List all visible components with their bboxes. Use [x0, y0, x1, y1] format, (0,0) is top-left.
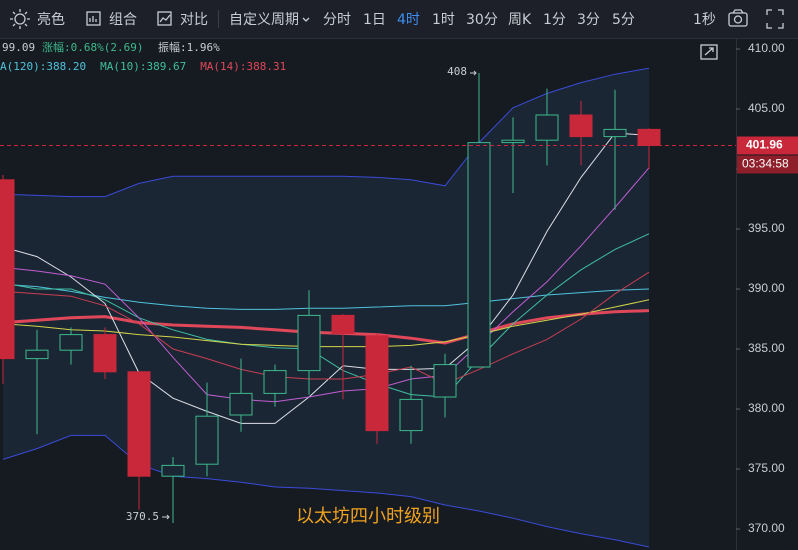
- low-arrow: [162, 514, 170, 520]
- expand-icon[interactable]: [700, 44, 718, 60]
- toolbar-item[interactable]: 亮色: [37, 11, 65, 28]
- toolbar: [0, 0, 798, 38]
- toolbar-item[interactable]: 30分: [466, 12, 498, 28]
- toolbar-item[interactable]: 1分: [543, 12, 566, 28]
- toolbar-item[interactable]: 组合: [109, 12, 137, 28]
- y-tick-label: 385.00: [748, 341, 785, 355]
- fullscreen-icon[interactable]: [766, 9, 784, 29]
- candle-body: [263, 370, 287, 394]
- y-tick-label: 380.00: [748, 401, 785, 415]
- info-text: 振幅:1.96%: [158, 40, 220, 54]
- toolbar-item[interactable]: 周K: [508, 12, 532, 28]
- dropdown-icon[interactable]: [302, 17, 310, 22]
- toolbar-item[interactable]: 分时: [323, 12, 351, 28]
- toolbar-item[interactable]: 5分: [612, 12, 635, 28]
- toolbar-item[interactable]: 自定义周期: [229, 12, 299, 28]
- candle-body: [569, 114, 593, 138]
- toolbar-item[interactable]: 1时: [432, 12, 455, 28]
- legend-entry: MA(14):388.31: [200, 60, 286, 73]
- candle-body: [127, 371, 151, 477]
- legend-entry: A(120):388.20: [0, 60, 86, 73]
- candle-body: [365, 335, 389, 432]
- y-tick-label: 375.00: [748, 461, 785, 475]
- y-tick-label: 410.00: [748, 41, 785, 55]
- candle-body: [59, 334, 83, 351]
- toolbar-item[interactable]: 4时: [397, 12, 420, 28]
- countdown-tag: [737, 155, 798, 174]
- candle-body: [501, 139, 525, 144]
- toolbar-item[interactable]: 对比: [180, 12, 208, 28]
- plot: 408 370.5 以太坊四小时级别 99.09 涨幅:0.68%(2.69) 振幅:1.…: [0, 40, 736, 548]
- ma-line: [2, 132, 650, 424]
- candle-body: [637, 128, 661, 146]
- light-icon[interactable]: [10, 9, 30, 29]
- candle-body: [535, 114, 559, 141]
- ma-line: [2, 283, 650, 310]
- price-axis: [736, 39, 798, 550]
- ma-line: [2, 309, 650, 345]
- price-tag-label: 401.96: [746, 138, 783, 152]
- candle-body: [297, 314, 321, 372]
- price-tag: [737, 136, 798, 155]
- candle-body: [195, 415, 219, 465]
- toolbar-item[interactable]: 3分: [577, 12, 600, 28]
- candle-body: [331, 314, 355, 334]
- ma-line: [2, 233, 650, 398]
- y-tick-label: 395.00: [748, 221, 785, 235]
- ma-line: [2, 167, 650, 403]
- y-tick-label: 390.00: [748, 281, 785, 295]
- low-label: 370.5: [126, 510, 159, 523]
- candle-body: [467, 142, 491, 368]
- candle-body: [25, 349, 49, 360]
- candle-body: [229, 392, 253, 416]
- toolbar-item[interactable]: 1秒: [693, 12, 716, 28]
- ma-line: [2, 299, 650, 348]
- ma-line: [2, 271, 650, 385]
- compare-icon[interactable]: [157, 11, 172, 26]
- info-text: 涨幅:0.68%(2.69): [42, 41, 143, 54]
- candle-body: [399, 398, 423, 432]
- info-text: 99.09: [2, 41, 35, 54]
- candle-body: [0, 179, 15, 360]
- ma-line: [2, 67, 650, 198]
- legend-entry: MA(10):389.67: [100, 60, 186, 73]
- countdown-label: 03:34:58: [742, 157, 789, 171]
- chart-title: 以太坊四小时级别: [296, 506, 440, 527]
- y-tick-label: 405.00: [748, 101, 785, 115]
- candle-body: [93, 334, 117, 373]
- high-label: 408: [447, 65, 467, 78]
- y-tick-label: 370.00: [748, 521, 785, 535]
- toolbar-item[interactable]: 1日: [363, 12, 386, 28]
- combo-icon[interactable]: [86, 11, 101, 26]
- ma-line: [2, 434, 650, 548]
- candle-body: [433, 364, 457, 398]
- axis: 370.00375.00380.00385.00390.00395.00400.…: [736, 41, 798, 535]
- camera-icon[interactable]: [728, 9, 748, 27]
- candle-body: [603, 128, 627, 138]
- candle-body: [161, 464, 185, 477]
- high-arrow: [470, 70, 477, 76]
